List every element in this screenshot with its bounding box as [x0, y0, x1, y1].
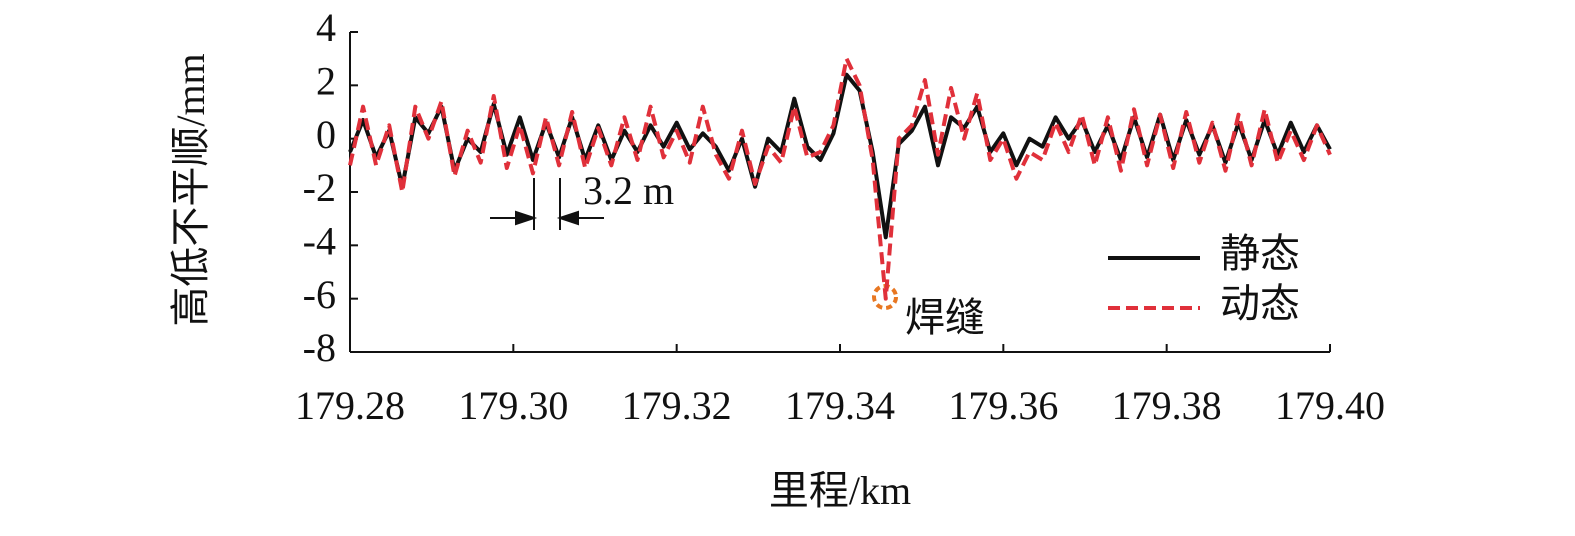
- y-tick-label: 4: [316, 5, 336, 50]
- period-marker: [490, 178, 604, 230]
- x-tick-label: 179.32: [622, 383, 732, 428]
- y-tick-label: -6: [303, 272, 336, 317]
- y-tick-label: -2: [303, 165, 336, 210]
- y-tick-label: 2: [316, 59, 336, 104]
- x-tick-label: 179.38: [1112, 383, 1222, 428]
- series-line: [348, 56, 1332, 301]
- y-axis-label: 高低不平顺/mm: [168, 53, 213, 326]
- x-tick-label: 179.34: [785, 383, 895, 428]
- legend-label: 静态: [1220, 231, 1300, 276]
- legend-label: 动态: [1220, 281, 1300, 326]
- x-tick-label: 179.36: [948, 383, 1058, 428]
- x-tick-label: 179.40: [1275, 383, 1385, 428]
- annotation: 3.2 m: [583, 168, 674, 213]
- series-line: [348, 72, 1332, 240]
- y-tick-label: 0: [316, 112, 336, 157]
- x-axis-label: 里程/km: [769, 468, 911, 513]
- x-tick-label: 179.28: [295, 383, 405, 428]
- y-tick-label: -8: [303, 325, 336, 370]
- annotation: 焊缝: [905, 295, 985, 340]
- x-tick-label: 179.30: [458, 383, 568, 428]
- y-tick-label: -4: [303, 219, 336, 264]
